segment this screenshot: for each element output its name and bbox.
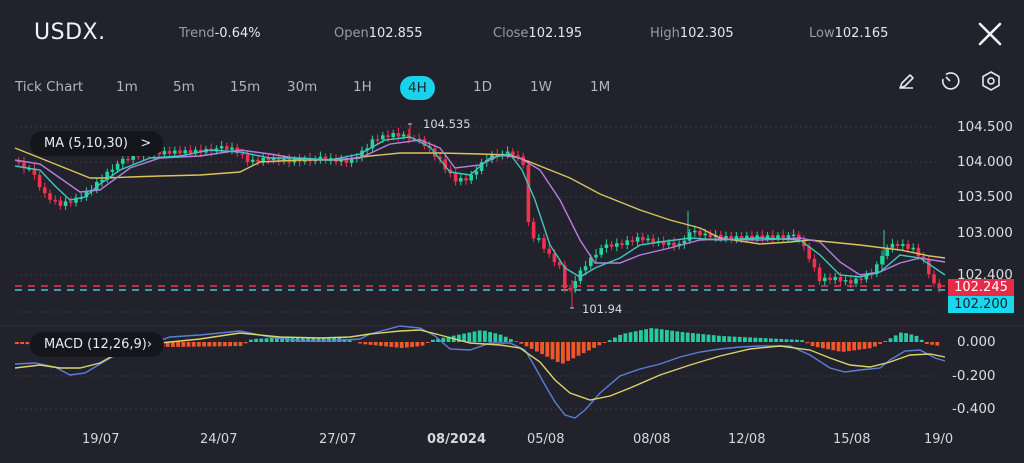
stat-open: Open102.855 bbox=[334, 26, 423, 41]
macd-y-tick: -0.200 bbox=[952, 368, 996, 384]
timeframe-1d[interactable]: 1D bbox=[473, 79, 492, 95]
x-tick: 19/07 bbox=[82, 432, 120, 447]
timeframe-1m[interactable]: 1m bbox=[116, 79, 138, 95]
x-tick: 08/2024 bbox=[427, 432, 487, 447]
price-chart[interactable] bbox=[0, 110, 1024, 463]
high-annotation: 104.535 bbox=[423, 117, 471, 131]
close-icon bbox=[978, 22, 1002, 46]
x-tick: 12/08 bbox=[728, 432, 766, 447]
x-tick: 24/07 bbox=[200, 432, 238, 447]
macd-y-tick: -0.400 bbox=[952, 401, 996, 417]
stat-close: Close102.195 bbox=[493, 26, 583, 41]
bid-price-tag: 102.200 bbox=[948, 296, 1014, 313]
timeframe-1w[interactable]: 1W bbox=[530, 79, 552, 95]
timeframe-1mo[interactable]: 1M bbox=[590, 79, 611, 95]
y-tick: 103.000 bbox=[957, 225, 1013, 241]
y-tick: 104.000 bbox=[957, 154, 1013, 170]
macd-line bbox=[14, 325, 946, 419]
low-annotation: 101.94 bbox=[582, 302, 623, 316]
symbol-title: USDX. bbox=[34, 20, 106, 45]
x-tick: 05/08 bbox=[527, 432, 565, 447]
stat-trend: Trend-0.64% bbox=[179, 26, 261, 41]
ma-indicator-pill[interactable]: MA (5,10,30) > bbox=[30, 131, 164, 156]
settings-button[interactable] bbox=[980, 70, 1002, 92]
x-tick: 19/0 bbox=[924, 432, 954, 447]
macd-indicator-pill[interactable]: MACD (12,26,9)› bbox=[30, 332, 165, 357]
timer-icon bbox=[941, 72, 960, 90]
timeframe-bar: Tick Chart 1m 5m 15m 30m 1H 4H 1D 1W 1M bbox=[0, 76, 1024, 102]
y-tick: 104.500 bbox=[957, 119, 1013, 135]
timeframe-5m[interactable]: 5m bbox=[173, 79, 195, 95]
timer-button[interactable] bbox=[939, 70, 961, 92]
grid-lines bbox=[15, 126, 940, 410]
last-price-tag: 102.245 bbox=[948, 279, 1014, 296]
timeframe-1h[interactable]: 1H bbox=[353, 79, 372, 95]
macd-y-tick: 0.000 bbox=[957, 334, 996, 350]
ma5-line bbox=[14, 136, 946, 278]
header: USDX. Trend-0.64% Open102.855 Close102.1… bbox=[0, 0, 1024, 66]
chevron-right-icon: > bbox=[140, 136, 152, 151]
settings-hex-icon bbox=[982, 71, 1000, 91]
x-tick: 08/08 bbox=[633, 432, 671, 447]
ma10-line bbox=[14, 139, 946, 276]
stat-high: High102.305 bbox=[650, 26, 734, 41]
timeframe-30m[interactable]: 30m bbox=[287, 79, 318, 95]
stat-low: Low102.165 bbox=[809, 26, 889, 41]
timeframe-tick-chart[interactable]: Tick Chart bbox=[15, 79, 84, 95]
x-tick: 27/07 bbox=[319, 432, 357, 447]
x-tick: 15/08 bbox=[833, 432, 871, 447]
close-button[interactable] bbox=[976, 20, 1004, 48]
timeframe-4h[interactable]: 4H bbox=[400, 76, 435, 100]
pencil-icon bbox=[899, 74, 914, 89]
signal-line bbox=[14, 329, 946, 401]
chevron-right-icon: › bbox=[146, 337, 153, 352]
draw-button[interactable] bbox=[896, 70, 918, 92]
y-tick: 103.500 bbox=[957, 189, 1013, 205]
timeframe-15m[interactable]: 15m bbox=[230, 79, 261, 95]
